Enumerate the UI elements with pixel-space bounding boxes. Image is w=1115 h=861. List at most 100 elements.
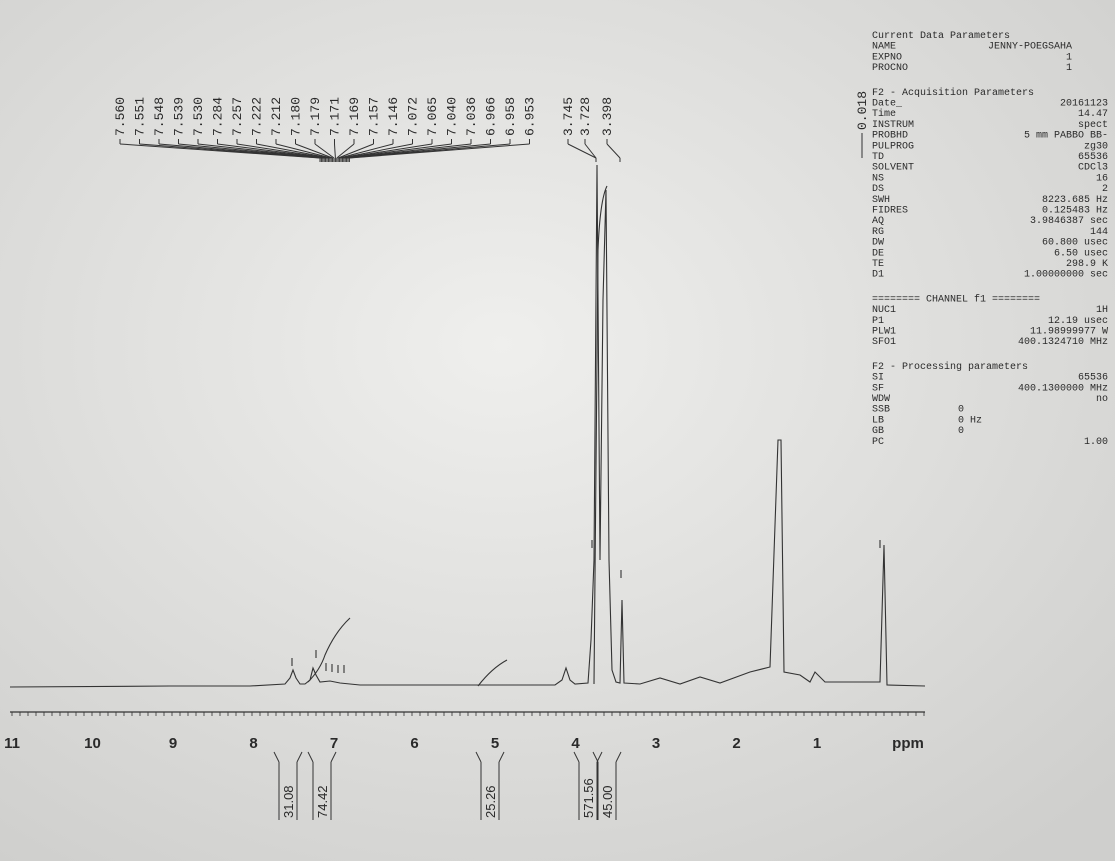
parameter-name: SOLVENT [872,163,914,174]
parameter-value: 0.125483 Hz [1042,206,1108,217]
parameter-name: NUC1 [872,305,896,316]
peak-label: 7.171 [328,97,343,136]
parameter-value: 12.19 usec [1048,316,1108,327]
parameter-value: 8223.685 Hz [1042,195,1108,206]
axis-label: 8 [249,735,257,752]
parameter-name: PULPROG [872,141,914,152]
parameter-name: Time [872,108,896,120]
peak-label: 7.284 [211,97,226,136]
axis-label: 3 [652,735,660,752]
parameter-name: Date_ [872,99,903,110]
peak-label: 7.180 [289,97,304,136]
parameter-name: TE [872,259,884,270]
peak-label: 6.966 [484,97,499,136]
parameter-name: SFO1 [872,337,896,348]
parameter-value: 65536 [1078,373,1108,384]
parameter-name: PROCNO [872,63,908,74]
peak-label: 7.072 [406,97,421,136]
parameter-section-title: F2 - Processing parameters [872,361,1028,373]
axis-label: 5 [491,735,499,752]
parameter-name: GB [872,426,884,437]
parameter-name: P1 [872,316,884,327]
parameter-name: LB [872,415,884,426]
reference-peak-label: 0.018 [855,91,870,130]
parameter-name: EXPNO [872,52,902,63]
axis-unit: ppm [892,735,924,752]
parameter-name: DS [872,184,884,195]
parameter-value: 6.50 usec [1054,248,1108,259]
peak-label: 7.551 [133,97,148,136]
parameter-value: 298.9 K [1066,259,1108,270]
peak-label: 6.958 [503,97,518,136]
parameter-value: zg30 [1084,141,1108,152]
peak-label: 7.257 [230,97,245,136]
peak-label: 7.548 [152,97,167,136]
peak-label: 7.530 [191,97,206,136]
parameter-value: 1H [1096,305,1108,316]
peak-label: 7.065 [425,97,440,136]
parameter-section-title: F2 - Acquisition Parameters [872,87,1034,99]
peak-label: 3.745 [561,97,576,136]
parameter-value: 1 [1066,52,1072,63]
parameter-value: 60.800 usec [1042,238,1108,249]
parameter-value: CDCl3 [1078,162,1108,174]
axis-label: 11 [4,735,20,752]
parameter-value: 65536 [1078,152,1108,163]
integral-value: 571.56 [581,778,596,818]
parameter-name: AQ [872,216,884,227]
parameter-value: 1.00 [1084,437,1108,448]
parameter-value: 16 [1096,173,1108,184]
axis-label: 9 [169,735,177,752]
parameter-name: SI [872,373,884,384]
peak-label: 7.169 [347,97,362,136]
parameter-name: DE [872,248,884,259]
paper [0,0,1115,861]
axis-label: 7 [330,735,338,752]
parameter-name: SWH [872,195,890,206]
parameter-name: PROBHD [872,131,908,142]
peak-label: 7.222 [250,97,265,136]
peak-label: 7.040 [445,97,460,136]
parameter-name: PLW1 [872,327,896,338]
parameter-value: no [1096,394,1108,405]
peak-label: 7.539 [172,97,187,136]
parameter-value: 5 mm PABBO BB- [1024,131,1108,142]
peak-label: 7.036 [464,97,479,136]
axis-label: 4 [571,735,580,752]
parameter-value: JENNY-POEGSAHA [988,42,1072,53]
parameter-value: spect [1078,120,1108,131]
parameter-section-title: Current Data Parameters [872,31,1010,42]
parameter-value: 11.98999977 W [1030,327,1108,338]
parameter-name: SF [872,383,884,394]
parameter-value: 14.47 [1078,109,1108,120]
peak-label: 7.157 [367,97,382,136]
peak-label: 7.146 [386,97,401,136]
integral-value: 25.26 [483,785,498,818]
axis-label: 6 [410,735,418,752]
peak-label: 3.728 [578,97,593,136]
axis-label: 10 [84,735,101,752]
parameter-name: DW [872,238,884,249]
parameter-value: 0 [958,405,964,416]
axis-label: 1 [813,735,821,752]
parameter-value: 3.9846387 sec [1030,216,1108,227]
parameter-section-title: ======== CHANNEL f1 ======== [872,293,1040,305]
parameter-value: 2 [1102,184,1108,195]
parameter-value: 1.00000000 sec [1024,270,1108,281]
parameter-name: SSB [872,405,890,416]
peak-label: 7.212 [269,97,284,136]
parameter-value: 0 Hz [958,415,982,426]
parameter-value: 20161123 [1060,99,1108,110]
page: {"peak_labels": ["7.560","7.551","7.548"… [0,0,1115,861]
parameter-name: FIDRES [872,206,908,217]
spectrum-printout: 1110987654321ppm7.5607.5517.5487.5397.53… [0,0,1115,861]
parameter-name: WDW [872,394,890,405]
integral-value: 31.08 [281,785,296,818]
parameter-value: 400.1324710 MHz [1018,337,1108,348]
parameter-name: NS [872,173,884,184]
peak-label: 6.953 [523,97,538,136]
parameter-name: TD [872,152,884,163]
peak-label: 7.560 [113,97,128,136]
parameter-name: RG [872,227,884,238]
peak-label: 3.398 [600,97,615,136]
